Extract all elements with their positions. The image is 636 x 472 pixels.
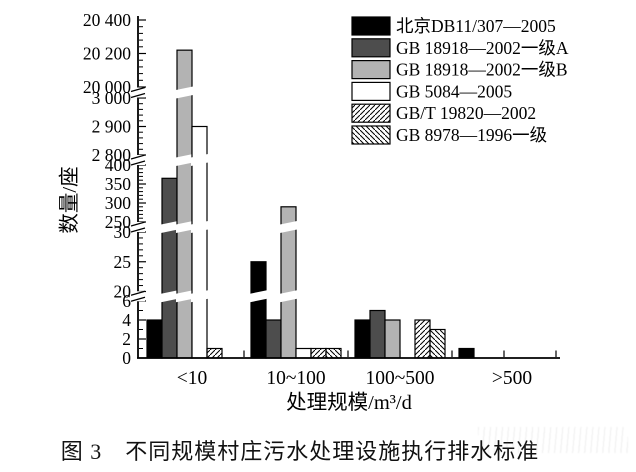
axis-break-gap [191, 290, 208, 303]
axis-break-gap [280, 290, 297, 303]
bar [384, 319, 401, 359]
legend-swatch [351, 59, 391, 80]
legend-swatch [351, 125, 391, 145]
legend-label: 北京DB11/307—2005 [396, 16, 556, 36]
x-axis-title: 处理规模/m³/d [286, 391, 412, 414]
bar [458, 347, 475, 359]
bar [429, 328, 446, 359]
y-tick-label: 2 [122, 329, 131, 349]
y-tick-label: 20 000 [83, 77, 131, 97]
y-tick-label: 400 [105, 155, 132, 175]
y-tick-label: 20 400 [83, 10, 131, 30]
y-tick-label: 2 900 [92, 117, 132, 137]
bar [354, 319, 371, 359]
axis-break-gap [176, 221, 193, 233]
figure-caption: 图 3 不同规模村庄污水处理设施执行排水标准 [60, 439, 540, 464]
axis-break-gap [176, 86, 193, 99]
y-tick-label: 4 [122, 310, 131, 330]
y-tick-label: 350 [105, 174, 132, 194]
bar [206, 347, 223, 359]
y-tick-label: 2 800 [92, 145, 132, 165]
bar [146, 319, 163, 359]
axis-break-gap [161, 290, 178, 303]
y-tick-label: 20 200 [83, 44, 131, 64]
bar [265, 319, 282, 359]
axis-break-gap [250, 290, 267, 303]
y-tick-label: 20 [114, 282, 132, 302]
axis-break-gap [191, 154, 208, 166]
x-category-label: >500 [492, 368, 532, 389]
axes [130, 16, 560, 359]
bar [250, 261, 267, 359]
x-category-label: <10 [177, 368, 208, 389]
legend-label: GB/T 19820—2002 [396, 103, 536, 123]
y-axis-title: 数量/座 [58, 166, 81, 233]
legend-swatch [351, 103, 391, 123]
bar [295, 347, 312, 359]
axis-break-gap [161, 221, 178, 233]
axis-break-gap [280, 221, 297, 233]
legend-label: GB 8978—1996一级 [396, 125, 547, 145]
y-tick-label: 250 [105, 212, 132, 232]
legend-swatch [351, 38, 391, 58]
axis-break-gap [176, 154, 193, 166]
x-category-label: 10~100 [266, 368, 325, 389]
y-tick-label: 0 [122, 348, 131, 368]
bar [310, 347, 327, 359]
y-tick-label: 25 [114, 252, 132, 272]
legend-label: GB 18918—2002一级B [396, 60, 568, 80]
legend-label: GB 5084—2005 [396, 81, 512, 101]
legend-swatch [351, 81, 391, 102]
bar [161, 177, 178, 359]
bar [325, 347, 342, 359]
bar [369, 309, 386, 359]
y-tick-label: 300 [105, 193, 132, 213]
bars [146, 49, 475, 359]
y-tick-label: 6 [122, 291, 131, 311]
axis-break-gap [176, 290, 193, 303]
axis-break-gap [191, 221, 208, 233]
x-category-label: 100~500 [365, 368, 434, 389]
legend-label: GB 18918—2002一级A [396, 38, 569, 58]
y-tick-label: 30 [114, 222, 132, 242]
y-tick-label: 3 000 [92, 88, 132, 108]
legend-swatch [351, 16, 391, 36]
bar [414, 319, 431, 359]
